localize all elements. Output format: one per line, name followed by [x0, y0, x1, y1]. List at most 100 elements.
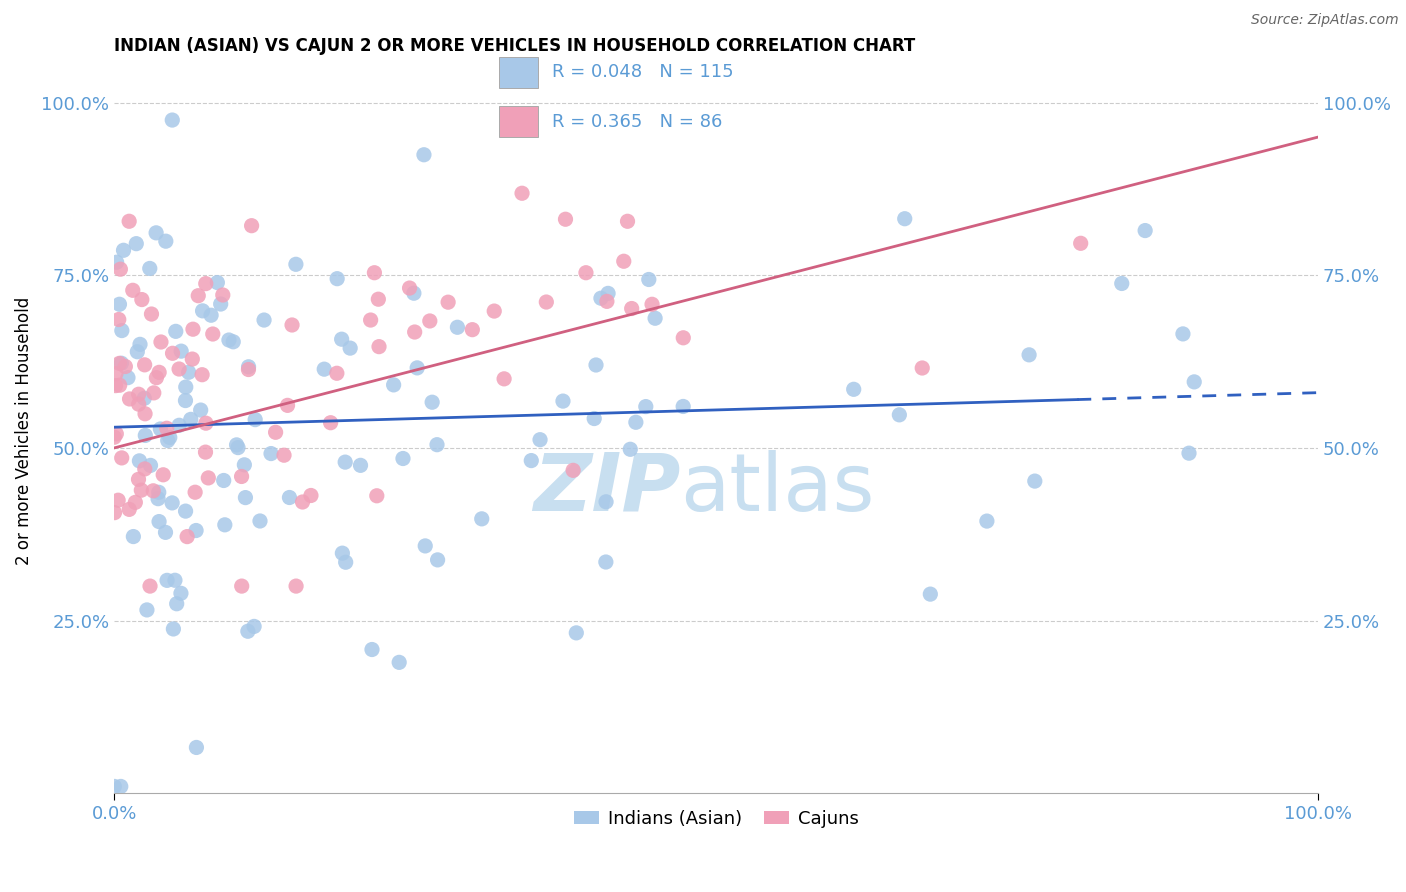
Point [1171, 326, 1194, 341]
Point [911, 361, 934, 376]
Point [235, 491, 257, 505]
Point [842, 382, 865, 396]
Point [326, 271, 349, 285]
Point [404, 325, 426, 339]
Point [110, 356, 132, 370]
Point [1182, 375, 1205, 389]
Point [360, 313, 382, 327]
Point [187, 288, 209, 302]
Point [212, 474, 235, 488]
Point [1018, 348, 1040, 362]
Point [634, 400, 657, 414]
Point [278, 491, 301, 505]
Point [197, 471, 219, 485]
Point [184, 524, 207, 538]
Point [471, 512, 494, 526]
Point [148, 365, 170, 379]
Point [236, 624, 259, 639]
Point [104, 367, 127, 381]
Point [128, 454, 150, 468]
Point [129, 337, 152, 351]
Point [1111, 277, 1133, 291]
Point [413, 539, 436, 553]
Point [125, 236, 148, 251]
Point [167, 418, 190, 433]
Point [142, 483, 165, 498]
Point [529, 433, 551, 447]
Point [641, 297, 664, 311]
Point [170, 344, 193, 359]
Point [186, 740, 208, 755]
Point [562, 463, 585, 477]
Point [118, 214, 141, 228]
Point [177, 365, 200, 379]
Point [426, 553, 449, 567]
Point [142, 385, 165, 400]
Point [619, 442, 641, 457]
Point [122, 530, 145, 544]
Point [920, 587, 942, 601]
Point [644, 311, 666, 326]
Point [108, 378, 131, 392]
Point [152, 467, 174, 482]
Point [201, 326, 224, 341]
Point [238, 359, 260, 374]
Point [291, 495, 314, 509]
Point [139, 579, 162, 593]
FancyBboxPatch shape [499, 106, 537, 137]
Point [127, 344, 149, 359]
Point [335, 455, 357, 469]
Point [326, 366, 349, 380]
Point [520, 453, 543, 467]
Point [118, 392, 141, 406]
Point [1070, 236, 1092, 251]
Point [264, 425, 287, 440]
Point [134, 428, 156, 442]
Point [162, 622, 184, 636]
Point [554, 212, 576, 227]
Point [243, 412, 266, 426]
Point [184, 485, 207, 500]
Point [249, 514, 271, 528]
Point [551, 394, 574, 409]
Point [128, 387, 150, 401]
Text: atlas: atlas [681, 450, 875, 528]
Point [366, 489, 388, 503]
Point [162, 346, 184, 360]
Point [595, 555, 617, 569]
Point [156, 421, 179, 435]
Point [176, 530, 198, 544]
Point [200, 308, 222, 322]
Point [139, 261, 162, 276]
Point [121, 283, 143, 297]
Point [174, 504, 197, 518]
Point [388, 656, 411, 670]
Point [149, 334, 172, 349]
Legend: Indians (Asian), Cajuns: Indians (Asian), Cajuns [567, 803, 866, 835]
Point [420, 395, 443, 409]
Point [103, 506, 125, 520]
Point [148, 515, 170, 529]
Point [108, 297, 131, 311]
Point [211, 288, 233, 302]
Point [368, 340, 391, 354]
Point [419, 314, 441, 328]
Point [240, 219, 263, 233]
Point [139, 458, 162, 473]
Point [299, 488, 322, 502]
Point [181, 352, 204, 367]
Point [363, 266, 385, 280]
Point [976, 514, 998, 528]
Point [226, 441, 249, 455]
Point [190, 403, 212, 417]
Point [134, 358, 156, 372]
Point [166, 597, 188, 611]
Point [155, 525, 177, 540]
Point [159, 430, 181, 444]
Point [585, 358, 607, 372]
Point [105, 255, 128, 269]
Point [163, 574, 186, 588]
Point [111, 324, 134, 338]
Point [595, 495, 617, 509]
Point [314, 362, 336, 376]
